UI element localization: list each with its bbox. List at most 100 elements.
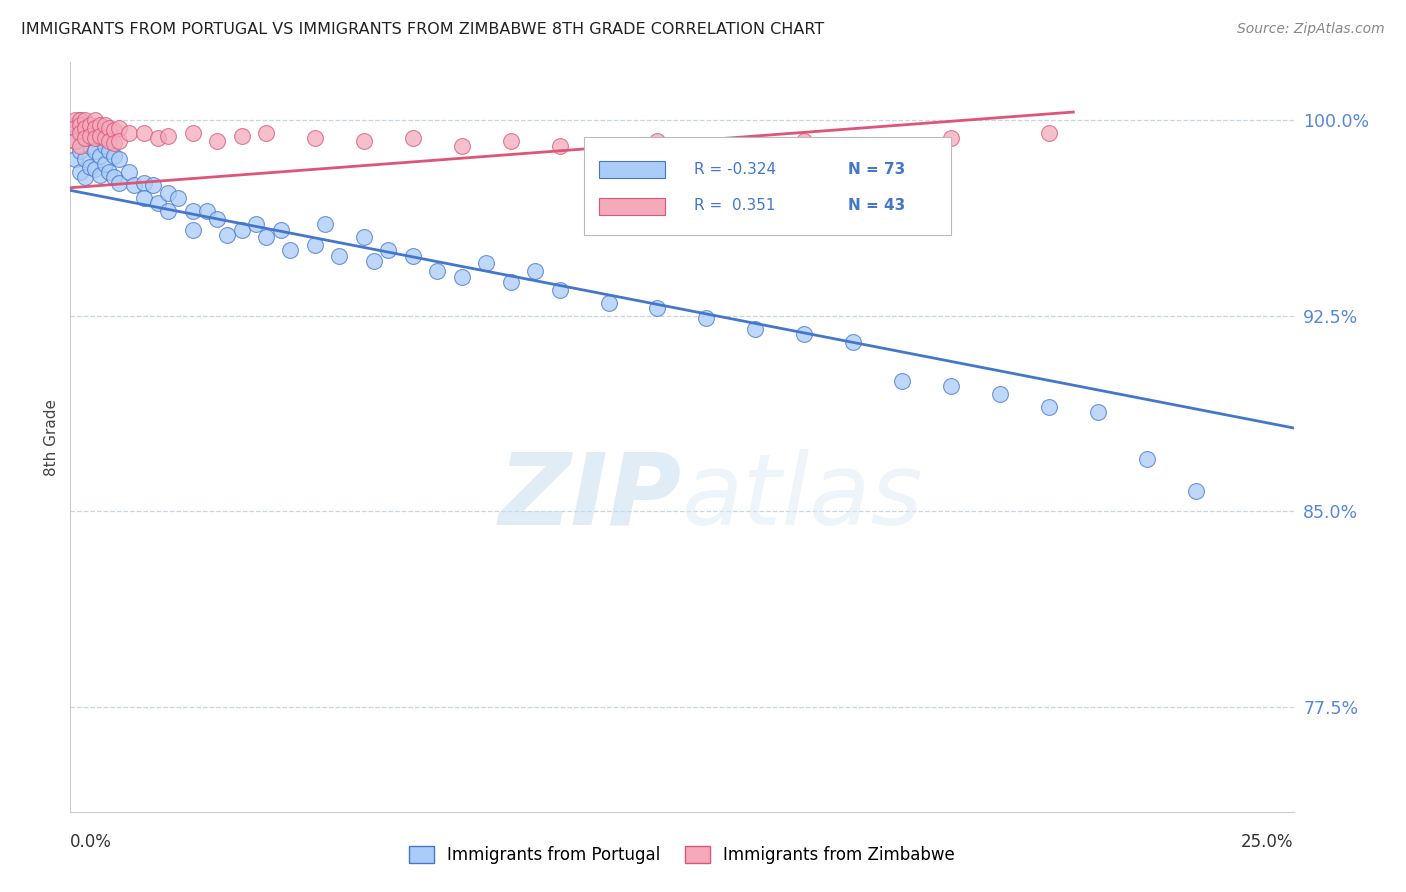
Point (142, 178, 165, 193)
Point (1038, 126, 1060, 140)
Point (402, 249, 425, 263)
Point (79, 118, 101, 132)
Point (108, 134, 131, 148)
Y-axis label: 8th Grade: 8th Grade (44, 399, 59, 475)
Point (73, 131, 96, 145)
Point (63, 120, 86, 135)
Point (598, 295, 620, 310)
Point (103, 136, 125, 151)
Point (363, 253, 385, 268)
Point (314, 217, 336, 231)
Point (280, 244, 302, 258)
Point (108, 120, 131, 135)
Point (793, 134, 815, 148)
Point (89, 128, 111, 143)
Point (83, 120, 105, 135)
Point (93, 131, 115, 145)
Legend: Immigrants from Portugal, Immigrants from Zimbabwe: Immigrants from Portugal, Immigrants fro… (402, 839, 962, 871)
Point (108, 176, 131, 190)
Point (132, 191, 155, 205)
Point (1087, 405, 1109, 419)
Text: Source: ZipAtlas.com: Source: ZipAtlas.com (1237, 22, 1385, 37)
Point (69, 123, 91, 137)
Point (450, 269, 472, 284)
Point (157, 128, 180, 143)
Point (118, 126, 141, 140)
Point (744, 322, 766, 336)
Point (157, 186, 180, 200)
Point (69, 145, 91, 159)
Point (63, 118, 86, 132)
Point (69, 118, 91, 132)
Point (69, 112, 91, 127)
Point (548, 283, 571, 297)
Point (377, 244, 399, 258)
Point (98, 134, 121, 148)
Point (103, 170, 125, 185)
Point (73, 112, 96, 127)
Point (98, 145, 121, 159)
Point (89, 118, 111, 132)
Point (79, 139, 101, 153)
Point (939, 379, 962, 393)
Point (195, 204, 218, 219)
Point (98, 165, 121, 179)
Point (450, 139, 472, 153)
Point (83, 145, 105, 159)
Point (73, 118, 96, 132)
Point (108, 152, 131, 166)
Point (83, 162, 105, 177)
Point (93, 139, 115, 153)
Point (231, 222, 253, 236)
Point (304, 131, 326, 145)
Text: ZIP: ZIP (499, 449, 682, 546)
Point (426, 264, 449, 278)
Point (939, 131, 962, 145)
Point (83, 120, 105, 135)
Point (1038, 400, 1060, 414)
Point (63, 134, 86, 148)
Point (148, 131, 170, 145)
Text: 25.0%: 25.0% (1241, 832, 1294, 851)
Point (83, 112, 105, 127)
Point (181, 204, 204, 219)
Point (118, 165, 141, 179)
Point (132, 126, 155, 140)
Point (205, 134, 228, 148)
Point (89, 131, 111, 145)
Point (132, 176, 155, 190)
Text: IMMIGRANTS FROM PORTUGAL VS IMMIGRANTS FROM ZIMBABWE 8TH GRADE CORRELATION CHART: IMMIGRANTS FROM PORTUGAL VS IMMIGRANTS F… (21, 22, 824, 37)
Point (254, 126, 277, 140)
Point (103, 123, 125, 137)
Point (89, 149, 111, 163)
Point (647, 301, 669, 315)
Point (63, 152, 86, 166)
Point (270, 222, 292, 236)
Point (254, 230, 277, 244)
Point (181, 126, 204, 140)
Point (69, 112, 91, 127)
Point (181, 222, 204, 236)
Point (695, 311, 717, 326)
Point (205, 212, 228, 227)
Point (353, 134, 375, 148)
Point (499, 134, 522, 148)
Point (524, 264, 547, 278)
Point (1136, 452, 1159, 467)
Point (69, 165, 91, 179)
Point (73, 131, 96, 145)
Point (1184, 483, 1206, 498)
Point (842, 334, 865, 349)
Point (328, 249, 350, 263)
Point (122, 178, 145, 193)
Point (69, 139, 91, 153)
Point (93, 157, 115, 171)
Point (73, 152, 96, 166)
Point (79, 160, 101, 174)
Point (79, 126, 101, 140)
Point (304, 238, 326, 252)
Point (167, 191, 190, 205)
Point (402, 131, 425, 145)
Point (89, 168, 111, 182)
Point (231, 128, 253, 143)
